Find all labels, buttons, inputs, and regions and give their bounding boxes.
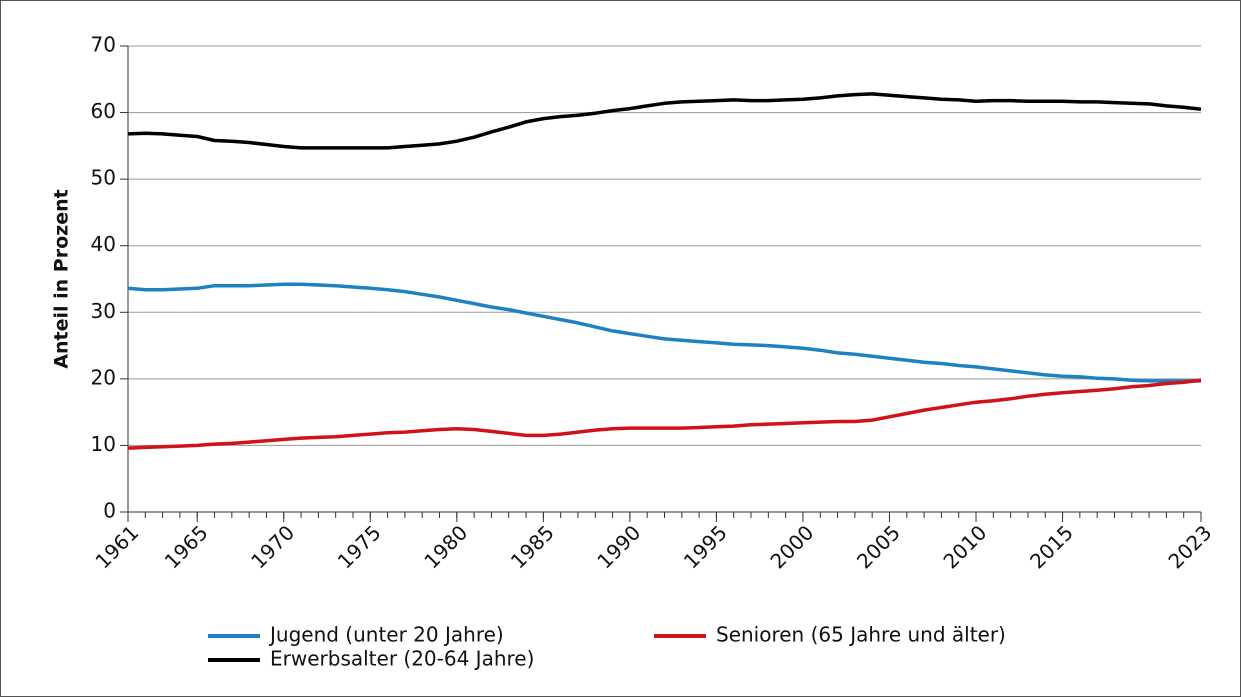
y-tick-label: 10 <box>91 432 116 456</box>
y-tick-label: 70 <box>91 33 116 57</box>
y-tick-label: 0 <box>103 499 116 523</box>
y-tick-label: 40 <box>91 232 116 256</box>
y-tick-label: 60 <box>91 99 116 123</box>
legend-label: Erwerbsalter (20-64 Jahre) <box>270 647 534 671</box>
y-tick-label: 30 <box>91 299 116 323</box>
series-line <box>127 378 1202 450</box>
y-tick-label: 20 <box>91 365 116 389</box>
y-tick-label: 50 <box>91 166 116 190</box>
legend-label: Jugend (unter 20 Jahre) <box>268 623 504 647</box>
series-line <box>127 92 1202 150</box>
legend-label: Senioren (65 Jahre und älter) <box>716 623 1006 647</box>
series-line <box>127 282 1201 383</box>
y-axis-label: Anteil in Prozent <box>51 189 73 368</box>
